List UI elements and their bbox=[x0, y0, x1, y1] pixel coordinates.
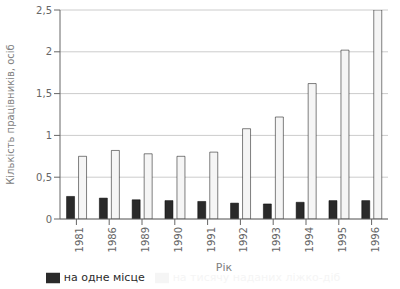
html-text:на одне місце: на одне місце bbox=[63, 271, 145, 284]
svg-text:1993: 1993 bbox=[271, 227, 282, 252]
svg-text:1992: 1992 bbox=[239, 227, 250, 252]
svg-text:1,5: 1,5 bbox=[36, 88, 52, 99]
svg-text:1989: 1989 bbox=[140, 227, 151, 252]
svg-text:1994: 1994 bbox=[304, 227, 315, 252]
svg-text:2,5: 2,5 bbox=[36, 5, 52, 16]
svg-text:1: 1 bbox=[46, 130, 52, 141]
svg-text:1995: 1995 bbox=[337, 227, 348, 252]
svg-text:1986: 1986 bbox=[107, 227, 118, 252]
svg-text:Рік: Рік bbox=[216, 261, 233, 274]
html-text:на тисячу наданих ліжко-діб: на тисячу наданих ліжко-діб bbox=[172, 271, 341, 284]
svg-text:2: 2 bbox=[46, 46, 52, 57]
svg-text:1991: 1991 bbox=[206, 227, 217, 252]
svg-text:1996: 1996 bbox=[370, 227, 381, 252]
svg-text:0: 0 bbox=[46, 214, 52, 225]
svg-text:Кількість працівників, осіб: Кількість працівників, осіб bbox=[8, 44, 16, 185]
svg-text:1990: 1990 bbox=[173, 227, 184, 252]
svg-text:0,5: 0,5 bbox=[36, 172, 52, 183]
svg-text:1981: 1981 bbox=[75, 227, 86, 252]
